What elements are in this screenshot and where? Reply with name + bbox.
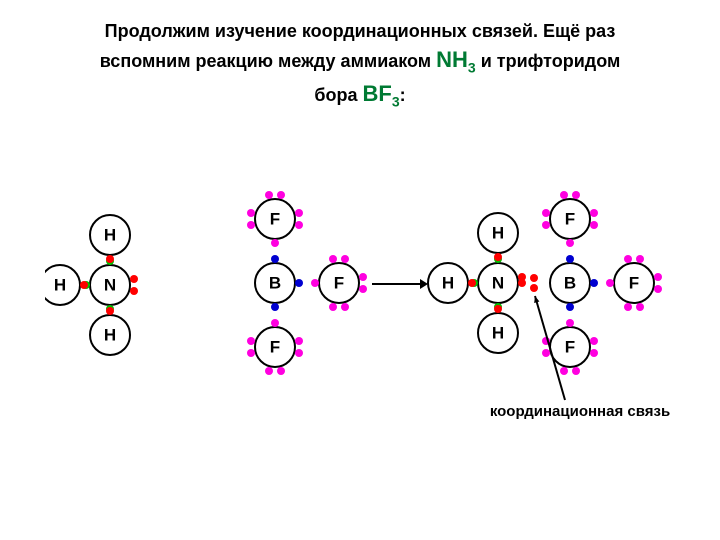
title-line1: Продолжим изучение координационных связе…	[105, 21, 616, 41]
svg-text:F: F	[270, 338, 280, 357]
title-line3-post: :	[400, 85, 406, 105]
svg-text:H: H	[492, 224, 504, 243]
coord-bond-label: координационная связь	[490, 403, 670, 420]
svg-text:H: H	[104, 226, 116, 245]
diagram-product: N B H H H F F Fкоординационная связь	[420, 168, 690, 428]
formula-nh3: NH3	[436, 47, 476, 72]
svg-text:H: H	[492, 324, 504, 343]
svg-text:B: B	[269, 274, 281, 293]
svg-text:N: N	[104, 276, 116, 295]
svg-text:H: H	[104, 326, 116, 345]
title-line2-pre: вспомним реакцию между аммиаком	[100, 51, 436, 71]
svg-text:H: H	[442, 274, 454, 293]
svg-text:F: F	[565, 210, 575, 229]
title-line2-mid: и трифторидом	[476, 51, 621, 71]
title-line3-pre: бора	[314, 85, 362, 105]
svg-text:F: F	[565, 338, 575, 357]
svg-text:B: B	[564, 274, 576, 293]
formula-bf3: BF3	[363, 81, 400, 106]
svg-text:F: F	[629, 274, 639, 293]
svg-text:H: H	[54, 276, 66, 295]
title-text: Продолжим изучение координационных связе…	[40, 18, 680, 111]
svg-text:F: F	[270, 210, 280, 229]
svg-text:F: F	[334, 274, 344, 293]
svg-text:N: N	[492, 274, 504, 293]
diagram-bf3: B F F F	[180, 168, 370, 398]
diagram-nh3: N H H H	[45, 210, 175, 360]
